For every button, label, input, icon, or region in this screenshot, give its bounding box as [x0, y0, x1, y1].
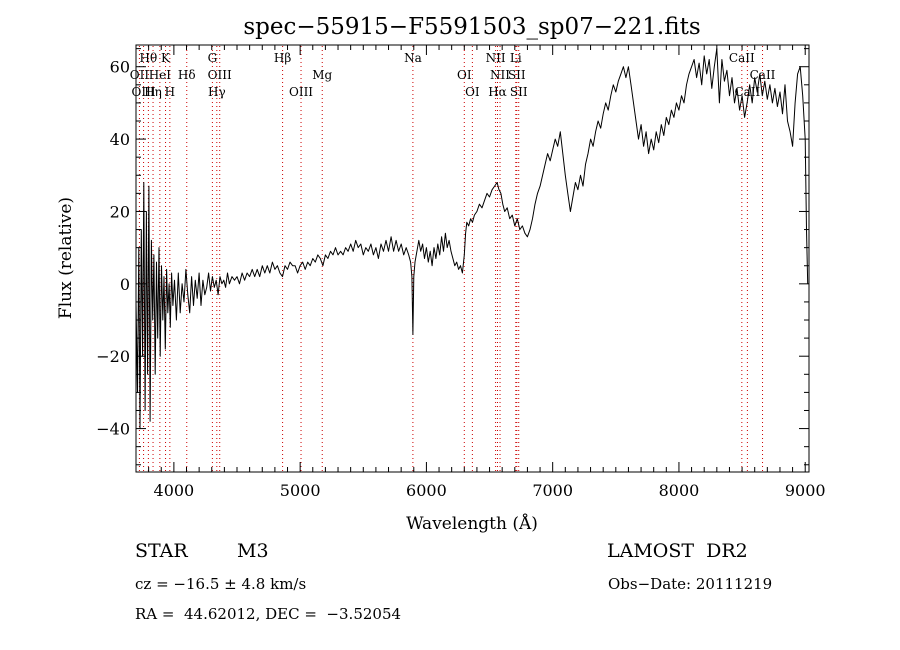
- marker-label-15: SII: [508, 68, 526, 82]
- x-tick-label-1: 5000: [280, 481, 321, 500]
- spectrum-line-0: [135, 48, 809, 430]
- marker-label-13: OI: [457, 68, 472, 82]
- x-tick-label-5: 9000: [785, 481, 826, 500]
- observation-date: Obs−Date: 20111219: [608, 575, 773, 593]
- marker-label-7: CaII: [729, 51, 755, 65]
- redshift-info: cz = −16.5 ± 4.8 km/s: [135, 575, 307, 593]
- y-tick-label-2: 0: [120, 275, 130, 294]
- marker-label-14: NII: [490, 68, 510, 82]
- marker-label-0: Hθ: [140, 51, 158, 65]
- y-tick-label-0: −40: [96, 420, 130, 439]
- marker-label-16: CaII: [750, 68, 776, 82]
- marker-label-4: Na: [404, 51, 422, 65]
- marker-label-1: K: [161, 51, 171, 65]
- x-tick-label-0: 4000: [154, 481, 195, 500]
- marker-label-22: OI: [465, 85, 480, 99]
- x-tick-label-2: 6000: [406, 481, 447, 500]
- object-subclass: M3: [237, 540, 269, 562]
- marker-label-24: SII: [510, 85, 528, 99]
- y-axis-label: Flux (relative): [56, 197, 76, 319]
- marker-label-19: H: [165, 85, 175, 99]
- y-tick-label-1: −20: [96, 347, 130, 366]
- y-tick-label-5: 60: [110, 58, 130, 77]
- marker-label-3: Hβ: [274, 51, 291, 65]
- x-axis-label: Wavelength (Å): [406, 513, 538, 534]
- plot-frame: [135, 44, 810, 473]
- marker-label-5: NII: [486, 51, 506, 65]
- y-tick-label-4: 40: [110, 130, 130, 149]
- coordinates: RA = 44.62012, DEC = −3.52054: [135, 605, 402, 623]
- marker-label-9: HeI: [149, 68, 172, 82]
- y-tick-label-3: 20: [110, 202, 130, 221]
- x-tick-label-3: 7000: [532, 481, 573, 500]
- marker-label-6: Li: [510, 51, 522, 65]
- marker-label-23: Hα: [488, 85, 507, 99]
- axis-tick-labels: 4000 5000 6000 7000 8000 9000 −40 −20 0 20 40 60: [96, 58, 825, 500]
- spectrum-series: [135, 48, 809, 430]
- marker-label-11: OIII: [208, 68, 232, 82]
- chart-title: spec−55915−F5591503_sp07−221.fits: [243, 14, 700, 40]
- object-class: STAR: [135, 540, 188, 562]
- marker-label-17: OIII: [132, 85, 156, 99]
- axis-ticks: [135, 45, 809, 472]
- marker-label-18: Hη: [144, 85, 162, 99]
- marker-label-10: Hδ: [178, 68, 196, 82]
- marker-label-20: Hγ: [208, 85, 226, 99]
- survey-name: LAMOST DR2: [607, 540, 748, 562]
- x-tick-label-4: 8000: [659, 481, 700, 500]
- marker-label-12: Mg: [312, 68, 332, 82]
- marker-label-8: OII: [130, 68, 150, 82]
- spectral-line-markers: [138, 46, 764, 471]
- marker-label-2: G: [208, 51, 218, 65]
- marker-label-21: OIII: [289, 85, 313, 99]
